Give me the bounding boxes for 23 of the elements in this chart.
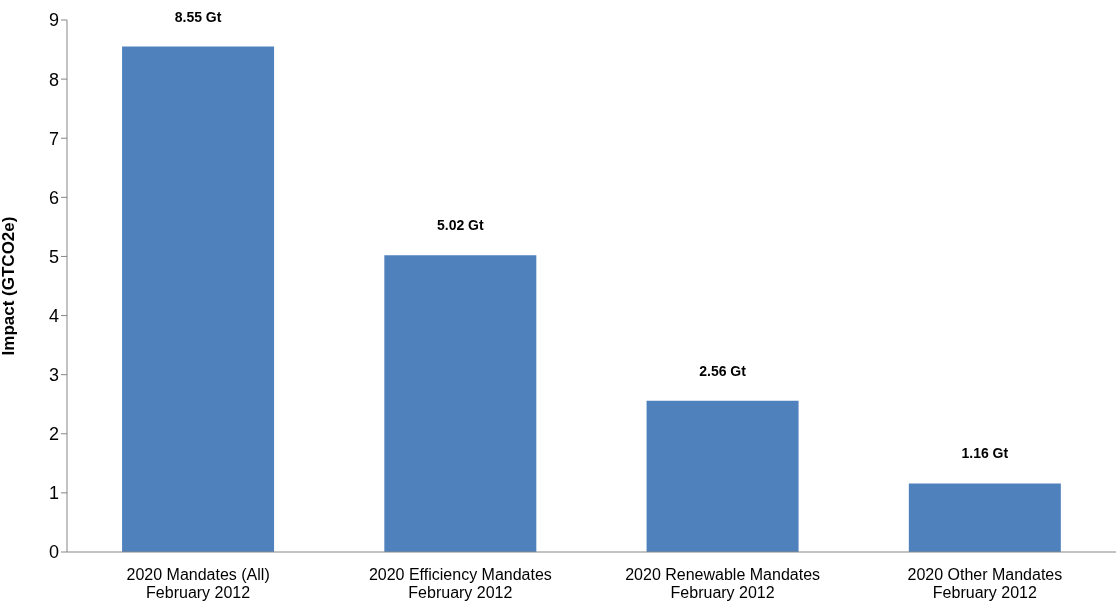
data-label: 8.55 Gt (174, 8, 222, 25)
y-tick-label: 8 (48, 69, 59, 90)
x-tick-label: 2020 Efficiency Mandates February 2012 (368, 566, 552, 602)
y-tick-label: 6 (48, 187, 59, 208)
data-label: 1.16 Gt (961, 445, 1009, 462)
bar (646, 400, 799, 552)
x-tick-label: 2020 Renewable Mandates February 2012 (625, 566, 821, 602)
y-tick-label: 5 (48, 246, 59, 267)
y-tick-label: 0 (48, 542, 59, 563)
y-tick-label: 4 (48, 305, 59, 326)
y-tick-label: 3 (48, 365, 59, 386)
bar (908, 483, 1061, 552)
data-label: 5.02 Gt (436, 217, 484, 234)
y-tick-label: 7 (48, 128, 59, 149)
x-tick-label: 2020 Mandates (All) February 2012 (126, 566, 270, 602)
y-tick-label: 1 (48, 483, 59, 504)
bar (384, 255, 537, 552)
data-label: 2.56 Gt (699, 362, 747, 379)
y-tick-label: 2 (48, 424, 59, 445)
bar (122, 46, 275, 552)
y-tick-label: 9 (48, 10, 59, 31)
y-axis-title: Impact (GTCO2e) (0, 216, 19, 356)
x-tick-label: 2020 Other Mandates February 2012 (907, 566, 1063, 602)
